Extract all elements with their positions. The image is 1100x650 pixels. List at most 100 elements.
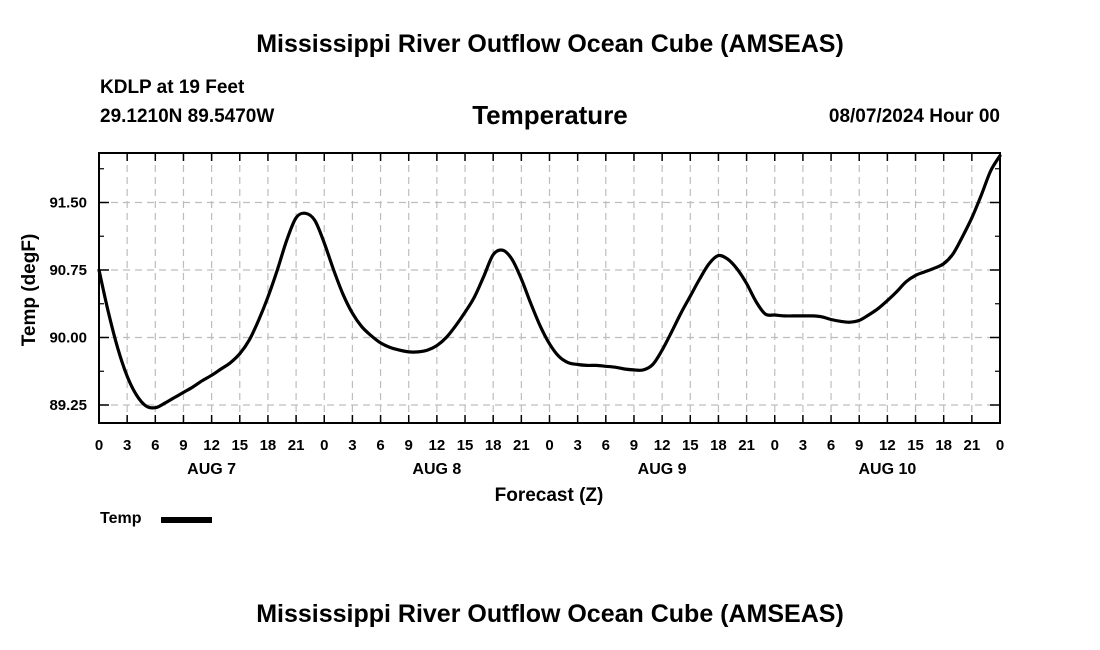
x-axis: 0 3 6 9 12 15 18 21 0 3 6 9 12 15 18 21 0 3 6 9 12 15 18 21 0 3 6 9… [95, 153, 1004, 478]
data-point [998, 154, 1002, 157]
x-tick-label: 0 [545, 437, 553, 454]
x-tick-label: 18 [935, 437, 952, 454]
data-point [689, 294, 692, 298]
data-point [989, 169, 992, 173]
data-point [660, 348, 664, 352]
y-axis: 89.25 90.00 90.75 91.50 [49, 168, 1000, 414]
data-point [116, 347, 119, 350]
data-point [473, 295, 476, 299]
x-tick-label: 9 [405, 437, 413, 454]
data-point [135, 393, 138, 397]
data-point [736, 267, 739, 271]
data-point [651, 363, 654, 366]
data-point [595, 364, 598, 367]
x-tick-label: 18 [485, 437, 502, 454]
data-point [557, 355, 561, 358]
data-point [698, 277, 701, 281]
data-point [191, 385, 195, 389]
data-point [445, 336, 448, 339]
data-point [801, 314, 805, 318]
x-tick-label: 12 [879, 437, 896, 454]
data-point [538, 324, 542, 327]
data-point [886, 299, 889, 302]
x-tick-label: 6 [151, 437, 159, 454]
data-point [247, 339, 251, 342]
data-point [811, 314, 814, 318]
data-point [867, 313, 870, 317]
data-point [792, 314, 795, 318]
legend-label: Temp [100, 510, 142, 527]
data-point [632, 368, 636, 372]
data-point [839, 320, 842, 323]
data-point [219, 367, 223, 371]
data-point [276, 268, 279, 272]
x-tick-label: 12 [203, 437, 220, 454]
data-point [614, 366, 617, 369]
data-point [398, 348, 401, 352]
y-tick-label: 89.25 [49, 397, 87, 414]
data-point [510, 258, 514, 261]
data-point [858, 319, 861, 322]
data-point [529, 302, 532, 305]
legend-swatch [161, 517, 212, 523]
data-point [829, 318, 833, 321]
data-point [294, 216, 298, 219]
data-point [304, 212, 307, 215]
x-tick-label: 15 [457, 437, 474, 454]
day-label: AUG 9 [638, 461, 687, 478]
x-tick-label: 0 [996, 437, 1004, 454]
data-point [388, 346, 392, 349]
station-coordinates: 29.1210N 89.5470W [100, 106, 275, 127]
x-tick-label: 15 [682, 437, 699, 454]
data-point [332, 268, 335, 272]
data-point [876, 307, 880, 310]
x-tick-label: 21 [513, 437, 530, 454]
data-point [285, 239, 288, 242]
data-point [501, 249, 504, 252]
x-tick-label: 21 [964, 437, 981, 454]
y-tick-label: 91.50 [49, 195, 87, 212]
forecast-datetime: 08/07/2024 Hour 00 [828, 106, 1000, 127]
x-tick-label: 21 [738, 437, 755, 454]
x-tick-label: 6 [376, 437, 384, 454]
data-point [951, 252, 955, 255]
data-point [238, 352, 241, 355]
data-point [764, 312, 767, 316]
data-point [782, 314, 786, 318]
data-point [604, 365, 608, 368]
data-point [144, 404, 148, 408]
data-point [933, 267, 936, 270]
data-point [707, 262, 711, 265]
main-title: Mississippi River Outflow Ocean Cube (AM… [256, 30, 844, 58]
data-point [482, 275, 485, 278]
day-label: AUG 10 [858, 461, 916, 478]
data-point [201, 379, 204, 382]
data-point [670, 330, 673, 334]
data-point [679, 312, 683, 315]
data-point [454, 324, 457, 327]
y-tick-label: 90.00 [49, 330, 87, 347]
data-point [491, 253, 495, 256]
x-tick-label: 21 [288, 437, 305, 454]
day-label: AUG 7 [187, 461, 236, 478]
x-tick-label: 3 [348, 437, 356, 454]
data-point [520, 277, 523, 281]
data-point [820, 315, 823, 318]
data-point [369, 334, 373, 337]
x-tick-label: 9 [855, 437, 863, 454]
data-point [163, 402, 166, 405]
data-point [229, 361, 232, 364]
variable-title: Temperature [472, 100, 628, 130]
data-point [754, 300, 758, 303]
x-tick-label: 3 [573, 437, 581, 454]
x-tick-label: 18 [260, 437, 277, 454]
data-point [980, 194, 983, 197]
data-point [182, 391, 185, 394]
series-layer [97, 154, 1002, 410]
data-point [426, 348, 429, 352]
data-point [313, 219, 317, 222]
data-point [548, 342, 551, 345]
data-point [351, 312, 354, 315]
data-point [848, 321, 852, 324]
